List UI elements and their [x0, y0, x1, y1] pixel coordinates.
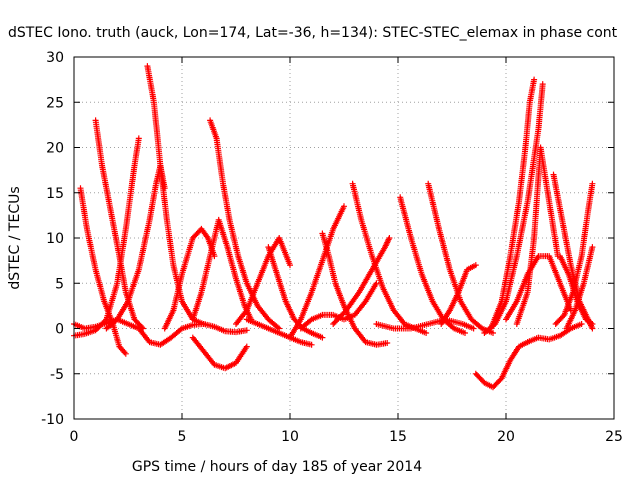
series-10	[189, 334, 250, 372]
series-8	[189, 216, 255, 323]
x-tick-label: 25	[605, 429, 623, 445]
series-markers	[330, 235, 393, 327]
y-axis-title: dSTEC / TECUs	[7, 186, 23, 289]
x-tick-label: 0	[70, 429, 79, 445]
series-markers	[472, 339, 531, 391]
x-tick-label: 15	[389, 429, 407, 445]
y-tick-label: 5	[55, 276, 64, 292]
series-22	[438, 262, 479, 327]
series-markers	[503, 253, 574, 323]
y-tick-label: 0	[55, 322, 64, 338]
y-tick-label: 10	[46, 231, 64, 247]
series-26	[481, 81, 546, 336]
series-19	[397, 194, 468, 336]
series-28	[503, 253, 574, 323]
x-tick-label: 5	[178, 429, 187, 445]
series-markers	[397, 194, 468, 336]
series-markers	[189, 334, 250, 372]
series-markers	[481, 81, 546, 336]
chart-title: dSTEC Iono. truth (auck, Lon=174, Lat=-3…	[8, 25, 618, 41]
series-32	[563, 244, 596, 332]
series-markers	[552, 180, 596, 327]
y-tick-label: -5	[50, 367, 64, 383]
y-tick-label: 25	[46, 95, 64, 111]
x-axis-title: GPS time / hours of day 185 of year 2014	[132, 459, 422, 475]
series-markers	[189, 216, 255, 323]
series-30	[552, 180, 596, 327]
series-27	[513, 144, 561, 327]
axis-ticks: 0 5 10 15 20 25 -10 -5 0 5 10 15 20 25 30	[41, 50, 623, 445]
y-tick-label: 20	[46, 141, 64, 157]
series-markers	[563, 244, 596, 332]
series-24	[524, 321, 585, 346]
series-markers	[349, 180, 430, 336]
series-markers	[513, 144, 561, 327]
series-7	[161, 225, 218, 332]
series-17	[349, 180, 430, 336]
y-tick-label: -10	[41, 412, 64, 428]
series-markers	[161, 225, 218, 332]
y-tick-label: 30	[46, 50, 64, 66]
series-18	[330, 235, 393, 327]
y-tick-label: 15	[46, 186, 64, 202]
x-tick-label: 20	[497, 429, 515, 445]
series-markers	[77, 185, 129, 357]
grid	[74, 57, 614, 419]
series-2	[77, 185, 129, 357]
series-11	[233, 235, 293, 327]
series-23	[472, 339, 531, 391]
series-6	[103, 162, 168, 332]
series-markers	[233, 235, 293, 327]
series-markers	[103, 162, 168, 332]
data-marks	[71, 63, 596, 391]
series-markers	[524, 321, 585, 346]
series-markers	[438, 262, 479, 327]
x-tick-label: 10	[281, 429, 299, 445]
